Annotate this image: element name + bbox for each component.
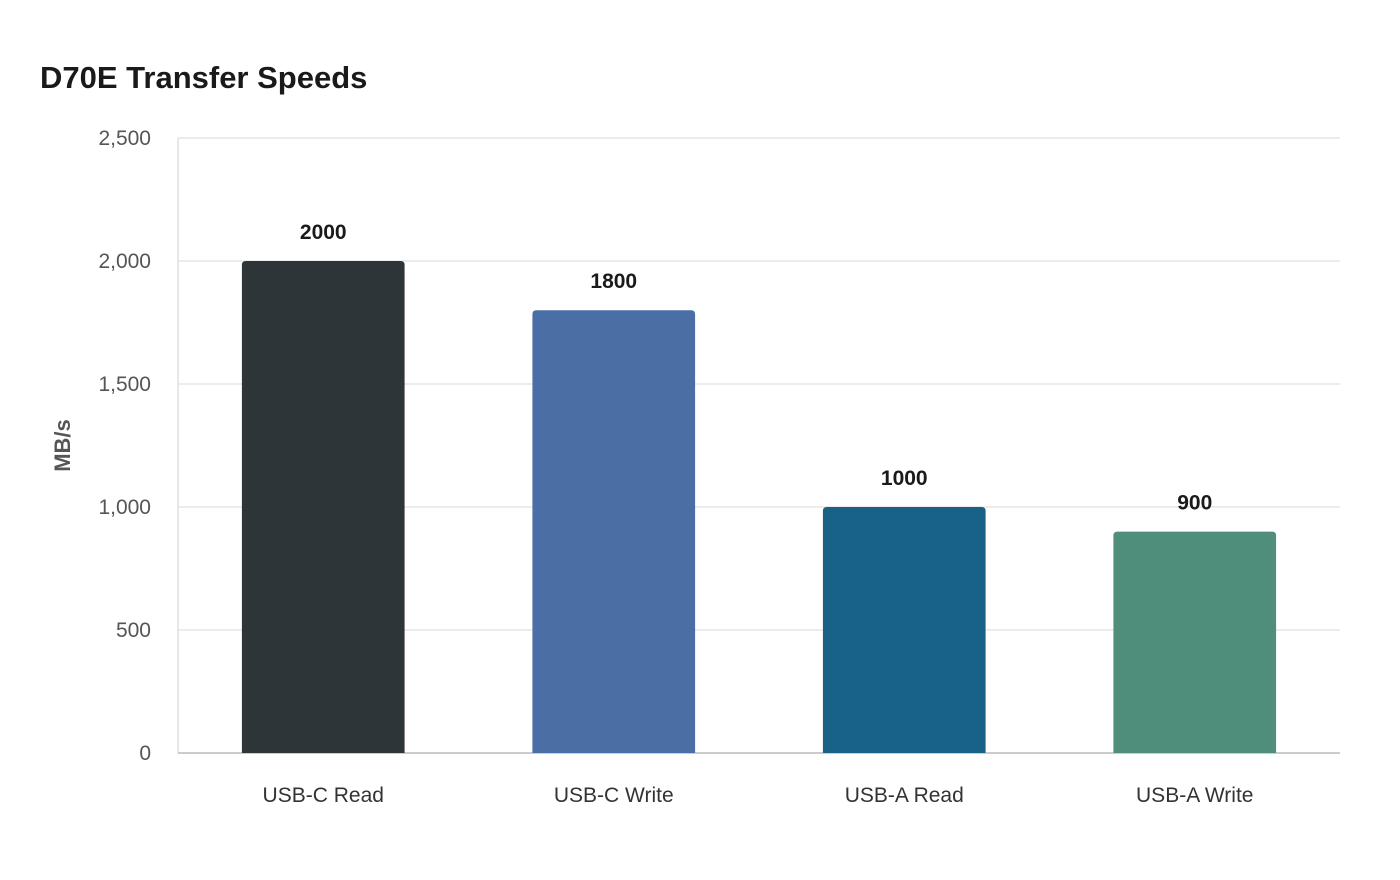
y-axis-label: MB/s [50,419,75,472]
bar [822,507,986,753]
tick-labels: 0 500 1,000 1,500 2,000 2,500 USB-C Read USB-C … [98,127,1253,807]
bar [532,310,696,753]
x-tick-label: USB-A Read [845,784,964,807]
chart-title: D70E Transfer Speeds [40,60,368,95]
y-tick-label: 2,500 [98,127,151,150]
data-labels: 2000 1800 1000 900 [300,221,1212,515]
y-tick-label: 1,000 [98,496,151,519]
bar-value-label: 2000 [300,221,347,244]
bar-value-label: 900 [1177,492,1212,515]
bars [241,261,1277,753]
bar-value-label: 1800 [590,270,637,293]
bar [241,261,405,753]
bar [1113,531,1277,753]
y-tick-label: 2,000 [98,250,151,273]
y-tick-label: 500 [116,619,151,642]
y-tick-label: 0 [139,742,151,765]
x-tick-label: USB-A Write [1136,784,1253,807]
bar-value-label: 1000 [881,467,928,490]
x-tick-label: USB-C Write [554,784,674,807]
x-tick-label: USB-C Read [263,784,384,807]
y-tick-label: 1,500 [98,373,151,396]
